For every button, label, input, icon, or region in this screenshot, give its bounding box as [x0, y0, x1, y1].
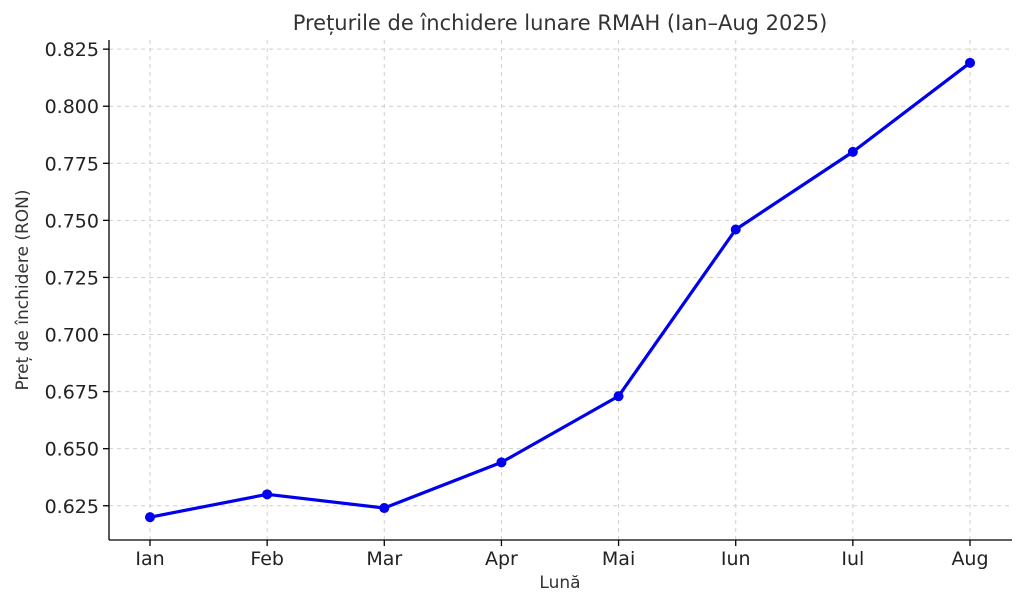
x-tick-label: Iun — [721, 548, 751, 570]
ticks: Ian Feb Mar Apr Mai Iun Iul Aug 0.625 0.650 0.675 0… — [45, 39, 989, 570]
data-point — [145, 512, 155, 523]
data-point — [379, 503, 390, 514]
y-tick-label: 0.700 — [45, 325, 99, 347]
data-point — [847, 146, 858, 157]
data-point — [613, 391, 624, 402]
y-tick-label: 0.625 — [45, 496, 99, 518]
y-tick-label: 0.725 — [45, 267, 99, 289]
y-tick-label: 0.675 — [45, 382, 99, 404]
axes — [108, 40, 1012, 541]
x-tick-label: Apr — [485, 548, 518, 570]
y-tick-label: 0.650 — [45, 439, 99, 461]
x-axis-label: Lună — [539, 573, 580, 593]
y-axis-label: Preț de închidere (RON) — [13, 190, 33, 391]
data-point — [965, 57, 975, 68]
y-tick-label: 0.750 — [45, 210, 99, 232]
chart-title: Prețurile de închidere lunare RMAH (Ian–… — [293, 11, 828, 35]
x-tick-label: Iul — [841, 548, 864, 570]
x-tick-label: Ian — [135, 548, 164, 570]
y-tick-label: 0.800 — [45, 96, 99, 118]
series-line — [149, 61, 971, 519]
series — [145, 57, 975, 523]
y-tick-label: 0.825 — [45, 39, 99, 61]
grid — [109, 40, 1012, 540]
data-point — [496, 457, 507, 468]
data-point — [262, 489, 273, 500]
x-tick-label: Mar — [366, 548, 402, 570]
x-tick-label: Aug — [951, 548, 988, 570]
y-tick-label: 0.775 — [45, 153, 99, 175]
data-point — [730, 224, 741, 235]
x-tick-label: Feb — [250, 548, 284, 570]
x-tick-label: Mai — [602, 548, 635, 570]
